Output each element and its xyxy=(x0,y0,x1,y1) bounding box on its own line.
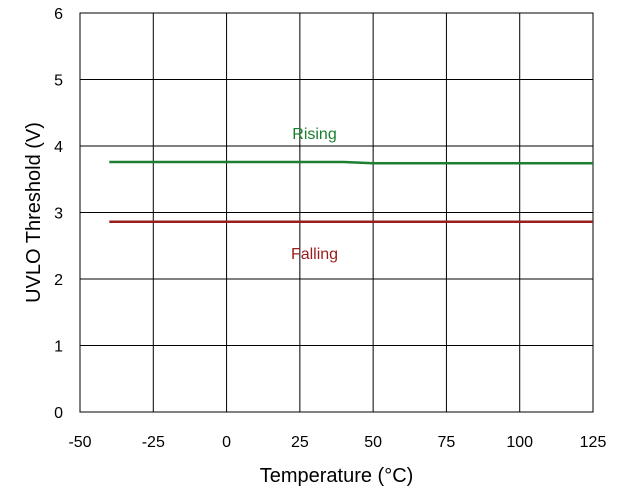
series-layer: Rising Falling xyxy=(109,126,593,263)
x-tick-label: -25 xyxy=(142,434,165,451)
series-label-rising: Rising xyxy=(292,126,336,143)
y-tick-label: 4 xyxy=(54,139,63,156)
x-tick-labels: -50 -25 0 25 50 75 100 125 xyxy=(68,434,606,451)
y-axis-title: UVLO Threshold (V) xyxy=(23,122,45,303)
x-tick-label: 125 xyxy=(580,434,607,451)
y-tick-label: 2 xyxy=(54,272,63,289)
y-tick-label: 0 xyxy=(54,405,63,422)
y-tick-labels: 0 1 2 3 4 5 6 xyxy=(54,6,63,422)
x-tick-label: 25 xyxy=(291,434,309,451)
x-tick-label: 50 xyxy=(364,434,382,451)
x-tick-label: 0 xyxy=(222,434,231,451)
x-tick-label: 100 xyxy=(506,434,533,451)
y-tick-label: 6 xyxy=(54,6,63,23)
y-tick-label: 3 xyxy=(54,206,63,223)
series-label-falling: Falling xyxy=(291,246,338,263)
grid xyxy=(79,12,594,413)
x-axis-title: Temperature (°C) xyxy=(260,465,414,487)
series-line-rising xyxy=(109,160,593,165)
plot-frame xyxy=(79,12,594,413)
x-tick-label: 75 xyxy=(438,434,456,451)
y-tick-label: 1 xyxy=(54,339,63,356)
x-tick-label: -50 xyxy=(68,434,91,451)
y-tick-label: 5 xyxy=(54,73,63,90)
